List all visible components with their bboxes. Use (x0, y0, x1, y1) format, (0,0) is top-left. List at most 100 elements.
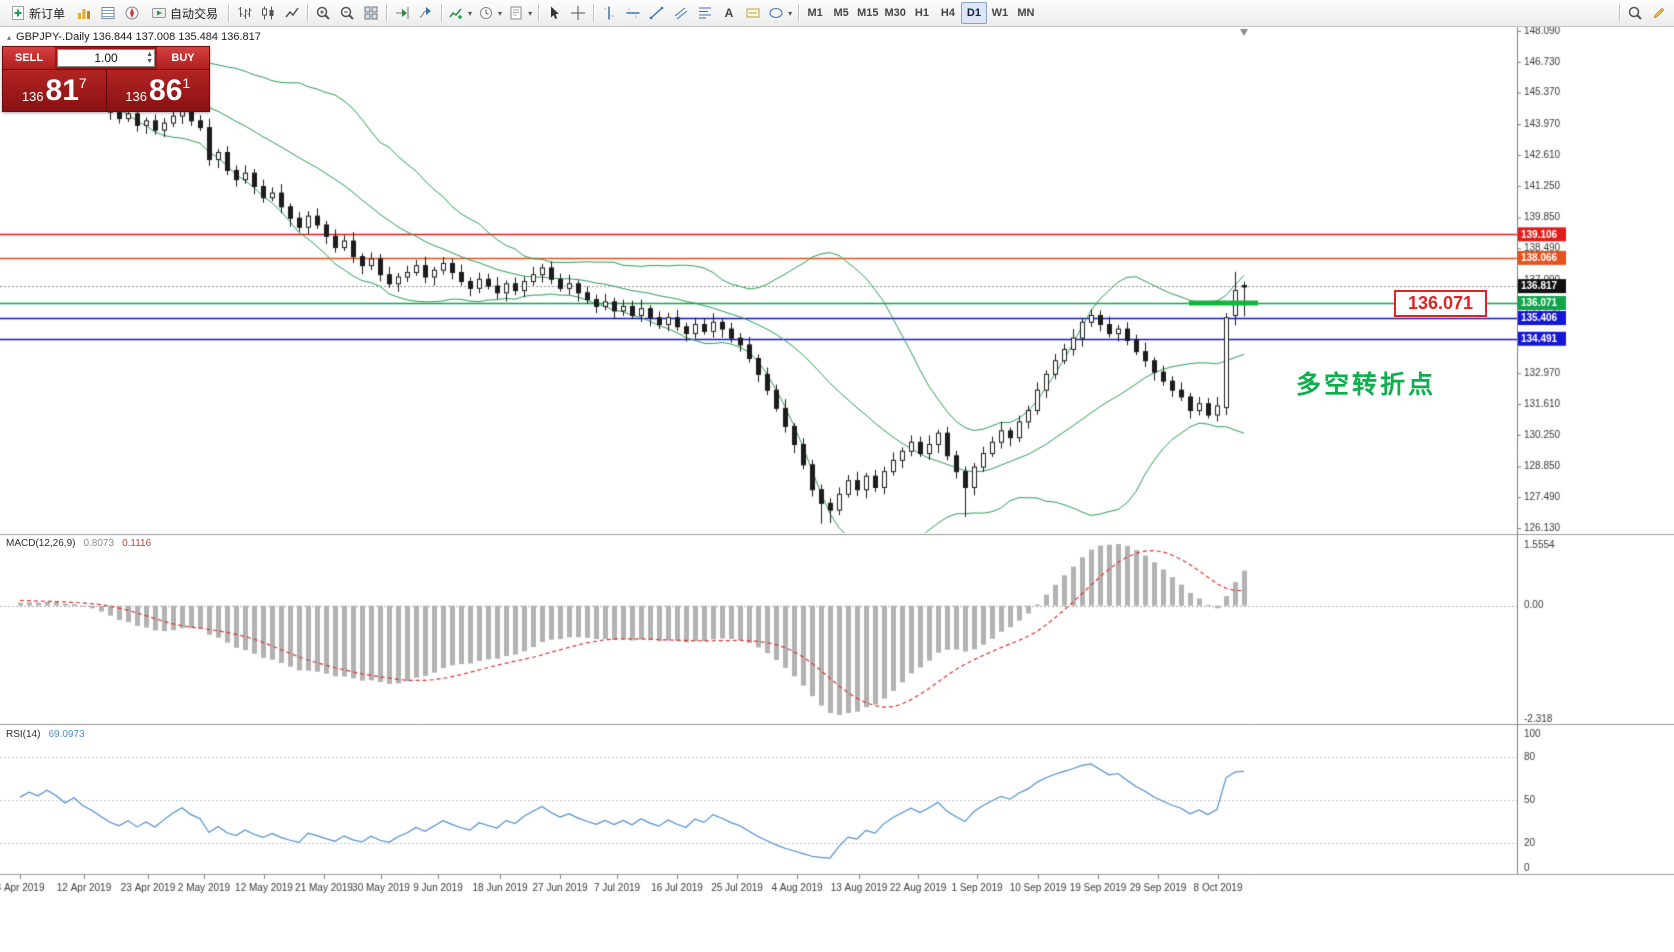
candle-chart-button[interactable] (256, 2, 280, 24)
tf-mn-button[interactable]: MN (1013, 2, 1039, 24)
tile-windows-button[interactable] (359, 2, 383, 24)
vertical-line-button[interactable] (597, 2, 621, 24)
dropdown-caret-icon: ▾ (498, 8, 503, 18)
tf-w1-button-label: W1 (991, 7, 1009, 19)
trend-line-button[interactable] (645, 2, 669, 24)
tf-h4-button[interactable]: H4 (935, 2, 961, 24)
chart-window: ▴ GBPJPY-.Daily 136.844 137.008 135.484 … (0, 27, 1674, 952)
auto-trading-icon (151, 5, 167, 21)
search-icon (1627, 5, 1643, 21)
navigator-button[interactable] (120, 2, 144, 24)
tf-m30-button-label: M30 (884, 7, 906, 19)
tf-m1-button-label: M1 (807, 7, 823, 19)
tf-m1-button[interactable]: M1 (802, 2, 828, 24)
chart-symbol-label: ▴ GBPJPY-.Daily 136.844 137.008 135.484 … (7, 31, 261, 43)
tf-m30-button[interactable]: M30 (882, 2, 909, 24)
toolbar-separator (538, 4, 540, 22)
indicators-icon (448, 5, 464, 21)
new-order-button[interactable]: 新订单 (3, 2, 72, 24)
cursor-icon (546, 5, 562, 21)
chart-canvas[interactable] (0, 27, 1674, 952)
periods-button[interactable]: ▾ (475, 2, 505, 24)
auto-trading-button[interactable]: 自动交易 (144, 2, 225, 24)
new-order-icon (10, 5, 26, 21)
tf-m5-button[interactable]: M5 (828, 2, 854, 24)
chart-annotation-text: 多空转折点 (1296, 371, 1437, 399)
volume-spinner[interactable]: ▲ ▼ (146, 50, 153, 66)
dropdown-caret-icon: ▾ (528, 8, 533, 18)
navigator-icon (124, 5, 140, 21)
symbol-ohlc-text: GBPJPY-.Daily 136.844 137.008 135.484 13… (16, 31, 261, 43)
data-window-button[interactable] (96, 2, 120, 24)
sell-price-button[interactable]: 136 81 7 (3, 70, 107, 111)
sell-button[interactable]: SELL (3, 47, 55, 69)
tf-w1-button[interactable]: W1 (987, 2, 1013, 24)
search-button[interactable] (1623, 2, 1647, 24)
auto-trading-button-label: 自动交易 (170, 6, 219, 21)
pencil-icon (1651, 5, 1667, 21)
volume-up-icon[interactable]: ▲ (146, 51, 153, 58)
t-line-icon (649, 5, 665, 21)
dropdown-caret-icon: ▾ (788, 8, 793, 18)
zoom-out-button[interactable] (335, 2, 359, 24)
volume-down-icon[interactable]: ▼ (146, 58, 153, 65)
toolbar-separator (307, 4, 309, 22)
dropdown-caret-icon: ▾ (468, 8, 473, 18)
volume-input[interactable]: 1.00 ▲ ▼ (57, 49, 155, 67)
chart-shift-icon (394, 5, 410, 21)
buy-button[interactable]: BUY (157, 47, 209, 69)
bar-chart-icon (236, 5, 252, 21)
buy-price-button[interactable]: 136 86 1 (106, 70, 209, 111)
sell-price-small: 136 (21, 89, 44, 104)
buy-price-big: 86 (149, 74, 183, 107)
toolbar-separator (1619, 4, 1620, 22)
new-order-button-label: 新订单 (29, 6, 66, 21)
fibonacci-icon (697, 5, 713, 21)
buy-price-sup: 1 (182, 75, 191, 91)
toolbar-separator (386, 4, 388, 22)
templates-icon (508, 5, 524, 21)
indicators-button[interactable]: ▾ (445, 2, 475, 24)
zoom-in-button[interactable] (311, 2, 335, 24)
tf-mn-button-label: MN (1017, 7, 1035, 19)
tf-m15-button[interactable]: M15 (854, 2, 881, 24)
zoom-out-icon (339, 5, 355, 21)
chart-shift-button[interactable] (390, 2, 414, 24)
cursor-button[interactable] (542, 2, 566, 24)
sell-price-sup: 7 (78, 75, 87, 91)
volume-value: 1.00 (94, 51, 118, 65)
text-button[interactable]: A (717, 2, 741, 24)
crosshair-button[interactable] (566, 2, 590, 24)
buy-price-small: 136 (125, 89, 148, 104)
horizontal-line-button[interactable] (621, 2, 645, 24)
macd-name: MACD(12,26,9) (6, 538, 76, 549)
fibonacci-button[interactable] (693, 2, 717, 24)
tf-d1-button[interactable]: D1 (960, 2, 987, 24)
zoom-in-icon (315, 5, 331, 21)
macd-indicator-label: MACD(12,26,9) 0.8073 0.1116 (6, 538, 151, 549)
tf-h1-button[interactable]: H1 (909, 2, 935, 24)
bar-chart-button[interactable] (232, 2, 256, 24)
svg-text:A: A (725, 6, 734, 20)
v-line-icon (601, 5, 617, 21)
edit-button[interactable] (1647, 2, 1671, 24)
macd-signal-value: 0.1116 (122, 538, 152, 549)
text-label-button[interactable] (741, 2, 765, 24)
candle-chart-icon (260, 5, 276, 21)
auto-scroll-button[interactable] (414, 2, 438, 24)
market-watch-button[interactable] (72, 2, 96, 24)
tf-h4-button-label: H4 (940, 7, 955, 19)
h-line-icon (625, 5, 641, 21)
sell-price-big: 81 (45, 74, 79, 107)
toolbar-separator (798, 4, 800, 22)
rsi-value: 69.0973 (48, 729, 85, 740)
auto-scroll-icon (418, 5, 434, 21)
shapes-button[interactable]: ▾ (765, 2, 795, 24)
collapse-arrow-icon[interactable]: ▴ (7, 32, 12, 42)
channel-button[interactable] (669, 2, 693, 24)
toolbar: 新订单 自动交易 ▾ ▾ ▾ A ▾ M1 M5 M15 M30 H1 H4 D1 W1 MN (0, 0, 1674, 27)
tf-m5-button-label: M5 (833, 7, 849, 19)
toolbar-separator (441, 4, 443, 22)
line-chart-button[interactable] (280, 2, 304, 24)
templates-button[interactable]: ▾ (505, 2, 535, 24)
